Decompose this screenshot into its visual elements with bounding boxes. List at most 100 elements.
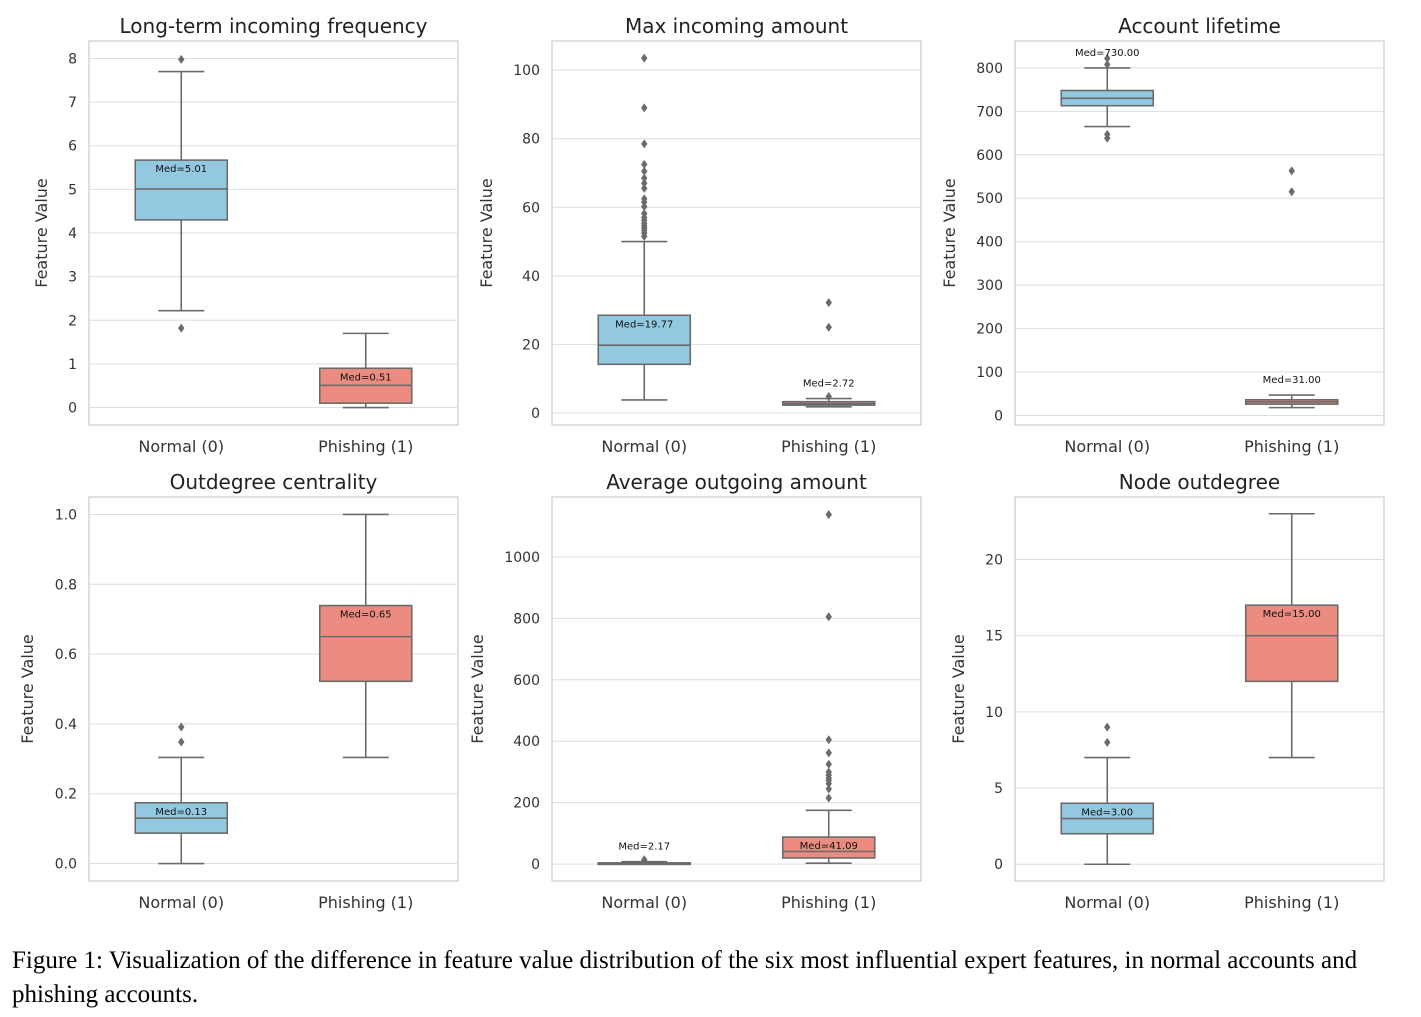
y-tick-label: 800	[513, 611, 540, 627]
y-tick-label: 300	[976, 278, 1003, 294]
y-axis-label: Feature Value	[18, 634, 37, 743]
y-tick-label: 1	[68, 357, 77, 373]
y-tick-label: 8	[68, 51, 77, 67]
outlier-point	[641, 194, 648, 204]
y-tick-label: 0	[68, 401, 77, 417]
box-phishing: Med=0.65	[318, 513, 413, 759]
y-tick-label: 0.8	[55, 577, 77, 593]
outlier-point	[178, 737, 185, 747]
outlier-point	[825, 793, 832, 803]
x-tick-label: Phishing (1)	[781, 893, 876, 912]
y-tick-label: 7	[68, 95, 77, 111]
median-label: Med=5.01	[155, 164, 207, 175]
y-tick-label: 1000	[504, 550, 540, 566]
y-tick-label: 5	[68, 182, 77, 198]
y-tick-label: 3	[68, 270, 77, 286]
y-tick-label: 2	[68, 313, 77, 329]
y-tick-label: 40	[522, 269, 540, 285]
outlier-point	[1104, 59, 1111, 69]
y-tick-label: 0.0	[55, 857, 77, 873]
x-tick-label: Phishing (1)	[1244, 893, 1339, 912]
y-tick-label: 20	[522, 337, 540, 353]
iqr-box	[134, 159, 229, 221]
median-label: Med=0.51	[340, 372, 392, 383]
plot-area	[551, 496, 922, 882]
outlier-point	[825, 784, 832, 794]
median-label: Med=19.77	[615, 319, 673, 330]
y-tick-label: 6	[68, 139, 77, 155]
y-tick-label: 200	[976, 322, 1003, 338]
outlier-point	[825, 735, 832, 745]
chart-title: Account lifetime	[1118, 14, 1281, 38]
box-normal: Med=3.00	[1060, 722, 1155, 866]
outlier-point	[641, 208, 648, 218]
iqr-box	[597, 314, 692, 366]
box-normal: Med=19.77	[597, 53, 692, 401]
box-phishing: Med=2.72	[781, 298, 876, 408]
outlier-point	[641, 53, 648, 63]
y-tick-label: 100	[976, 365, 1003, 381]
outlier-point	[825, 392, 832, 402]
chart-panel-2: 0 20 40 60 80 100 Max incoming amount Feature V…	[477, 14, 922, 456]
x-tick-label: Normal (0)	[138, 893, 224, 912]
y-tick-label: 500	[976, 191, 1003, 207]
iqr-box	[781, 836, 876, 859]
x-tick-label: Phishing (1)	[781, 437, 876, 456]
outlier-point	[178, 54, 185, 64]
y-tick-label: 20	[985, 552, 1003, 568]
y-tick-label: 0	[994, 857, 1003, 873]
outlier-point	[1104, 129, 1111, 139]
outlier-point	[641, 159, 648, 169]
y-tick-label: 200	[513, 796, 540, 812]
y-tick-label: 0	[531, 857, 540, 873]
chart-panel-3: 0 100 200 300 400 500 600 700 800 Account lifetim…	[940, 14, 1385, 456]
outlier-point	[825, 298, 832, 308]
y-tick-label: 10	[985, 705, 1003, 721]
y-tick-label: 0.2	[55, 787, 77, 803]
y-tick-label: 100	[513, 63, 540, 79]
median-label: Med=41.09	[800, 841, 858, 852]
x-tick-label: Phishing (1)	[318, 893, 413, 912]
y-axis-label: Feature Value	[468, 634, 487, 743]
y-tick-label: 800	[976, 61, 1003, 77]
y-tick-label: 700	[976, 104, 1003, 120]
plot-area	[551, 40, 922, 426]
x-tick-label: Normal (0)	[601, 893, 687, 912]
outlier-point	[641, 166, 648, 176]
x-tick-label: Normal (0)	[138, 437, 224, 456]
box-phishing: Med=31.00	[1244, 166, 1339, 409]
outlier-point	[178, 722, 185, 732]
outlier-point	[825, 759, 832, 769]
outlier-point	[1288, 187, 1295, 197]
x-tick-label: Normal (0)	[601, 437, 687, 456]
chart-title: Average outgoing amount	[606, 470, 867, 494]
outlier-point	[641, 855, 648, 865]
box-phishing: Med=15.00	[1244, 512, 1339, 759]
x-tick-label: Phishing (1)	[318, 437, 413, 456]
chart-title: Max incoming amount	[625, 14, 848, 38]
y-axis-label: Feature Value	[949, 634, 968, 743]
median-label: Med=2.17	[618, 842, 670, 853]
y-axis-label: Feature Value	[32, 178, 51, 287]
y-tick-label: 4	[68, 226, 77, 242]
outlier-point	[641, 103, 648, 113]
chart-title: Node outdegree	[1119, 470, 1280, 494]
y-tick-label: 1.0	[55, 507, 77, 523]
outlier-point	[825, 510, 832, 520]
chart-panel-5: 0 200 400 600 800 1000 Average outgoing amount…	[468, 470, 922, 912]
outlier-point	[1288, 166, 1295, 176]
outlier-point	[641, 178, 648, 188]
median-label: Med=31.00	[1263, 375, 1321, 386]
outlier-point	[825, 767, 832, 777]
outlier-point	[641, 139, 648, 149]
figure-caption: Figure 1: Visualization of the differenc…	[12, 947, 1358, 1008]
outlier-point	[825, 748, 832, 758]
y-tick-label: 600	[976, 148, 1003, 164]
x-tick-label: Normal (0)	[1064, 437, 1150, 456]
box-phishing: Med=41.09	[781, 510, 876, 864]
outlier-point	[641, 183, 648, 193]
chart-panel-1: 0 1 2 3 4 5 6 7 8 Long-term incoming frequency Fea…	[32, 14, 459, 456]
y-tick-label: 0.6	[55, 647, 77, 663]
y-tick-label: 80	[522, 132, 540, 148]
chart-title: Outdegree centrality	[170, 470, 378, 494]
